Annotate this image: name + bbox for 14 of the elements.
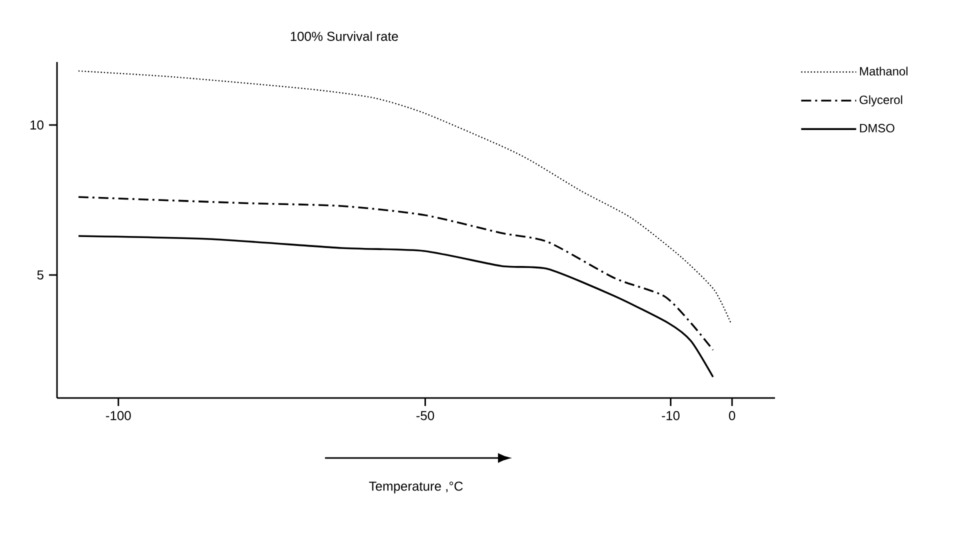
x-tick-label: 0 bbox=[728, 411, 736, 420]
legend-label: Mathanol bbox=[860, 66, 908, 76]
line-series bbox=[78, 196, 714, 351]
line-series bbox=[78, 235, 714, 378]
legend-label: Glycerol bbox=[860, 95, 902, 106]
y-tick-label: 5 bbox=[37, 270, 44, 280]
x-axis-title: Temperature ,°C bbox=[369, 482, 463, 494]
line-series bbox=[78, 70, 732, 324]
legend-label: DMSO bbox=[860, 124, 894, 132]
x-tick-label: -100 bbox=[106, 411, 131, 420]
x-tick-label: -50 bbox=[416, 411, 434, 420]
x-tick-label: -10 bbox=[662, 411, 680, 420]
y-tick-label: 10 bbox=[30, 120, 44, 130]
chart-title: 100% Survival rate bbox=[290, 31, 398, 41]
